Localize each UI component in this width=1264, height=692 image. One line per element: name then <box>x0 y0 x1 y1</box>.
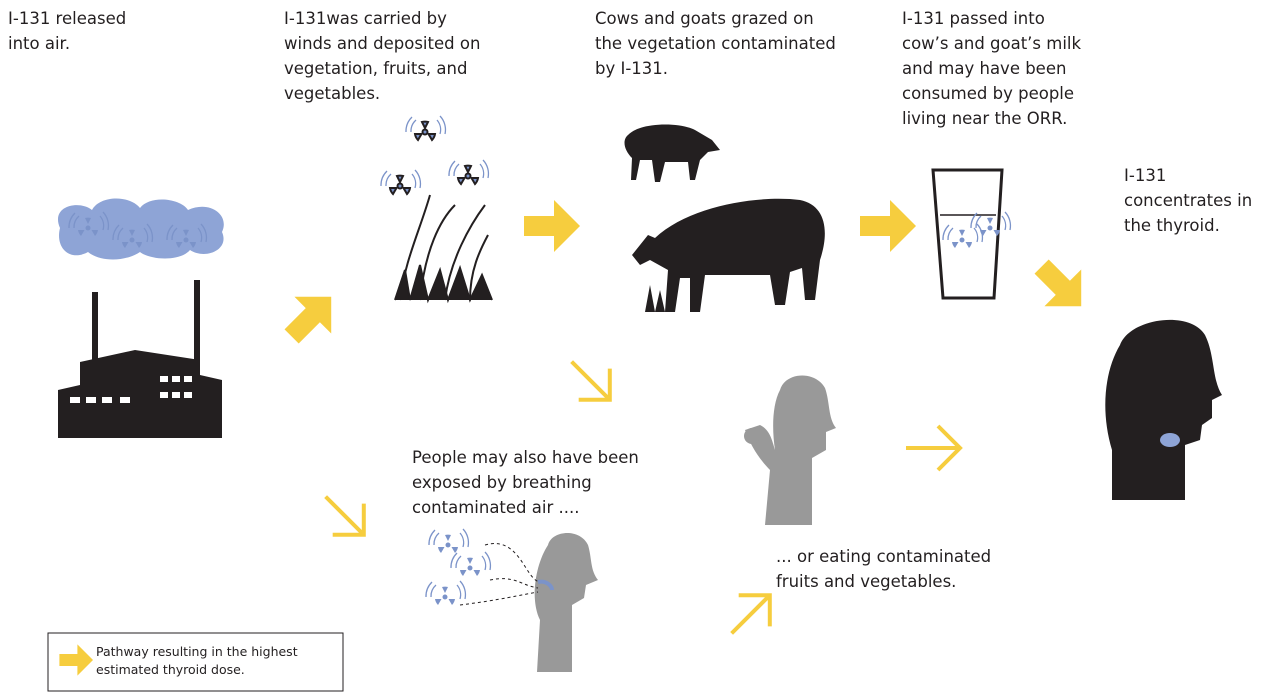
vegetation-illustration <box>381 116 492 300</box>
step-text: Cows and goats grazed on the vegetation c… <box>595 9 836 78</box>
text-line: vegetables. <box>284 84 380 103</box>
step-text: People may also have been exposed by brea… <box>412 448 639 517</box>
text-line: I-131 passed into <box>902 9 1045 28</box>
legend: Pathway resulting in the highest estimate… <box>48 633 343 691</box>
text-line: consumed by people <box>902 84 1074 103</box>
step-text: I-131 concentrates in the thyroid. <box>1124 166 1252 235</box>
text-line: the vegetation contaminated <box>595 34 836 53</box>
diagram: I-131 released into air. I-131was carried … <box>0 0 1264 692</box>
text-line: I-131 <box>1124 166 1166 185</box>
step-text: I-131 released into air. <box>8 9 126 53</box>
text-line: I-131 released <box>8 9 126 28</box>
text-line: concentrates in <box>1124 191 1252 210</box>
step-text: I-131was carried by winds and deposited o… <box>284 9 480 103</box>
text-line: Pathway resulting in the highest <box>96 644 298 659</box>
text-line: fruits and vegetables. <box>776 572 956 591</box>
step-text: I-131 passed into cow’s and goat’s milk an… <box>902 9 1082 128</box>
text-line: ... or eating contaminated <box>776 547 991 566</box>
text-line: into air. <box>8 34 70 53</box>
text-line: winds and deposited on <box>284 34 480 53</box>
text-line: and may have been <box>902 59 1066 78</box>
livestock-illustration <box>625 125 825 312</box>
text-line: cow’s and goat’s milk <box>902 34 1082 53</box>
text-line: I-131was carried by <box>284 9 447 28</box>
text-line: estimated thyroid dose. <box>96 662 245 677</box>
factory-illustration <box>58 198 224 438</box>
text-line: exposed by breathing <box>412 473 592 492</box>
head-illustrations <box>426 320 1222 672</box>
text-line: Cows and goats grazed on <box>595 9 814 28</box>
step-text: ... or eating contaminated fruits and veg… <box>776 547 991 591</box>
text-line: living near the ORR. <box>902 109 1067 128</box>
milk-glass-illustration <box>933 170 1010 298</box>
text-line: contaminated air .... <box>412 498 579 517</box>
text-line: the thyroid. <box>1124 216 1220 235</box>
text-line: by I-131. <box>595 59 668 78</box>
text-line: People may also have been <box>412 448 639 467</box>
text-line: vegetation, fruits, and <box>284 59 467 78</box>
